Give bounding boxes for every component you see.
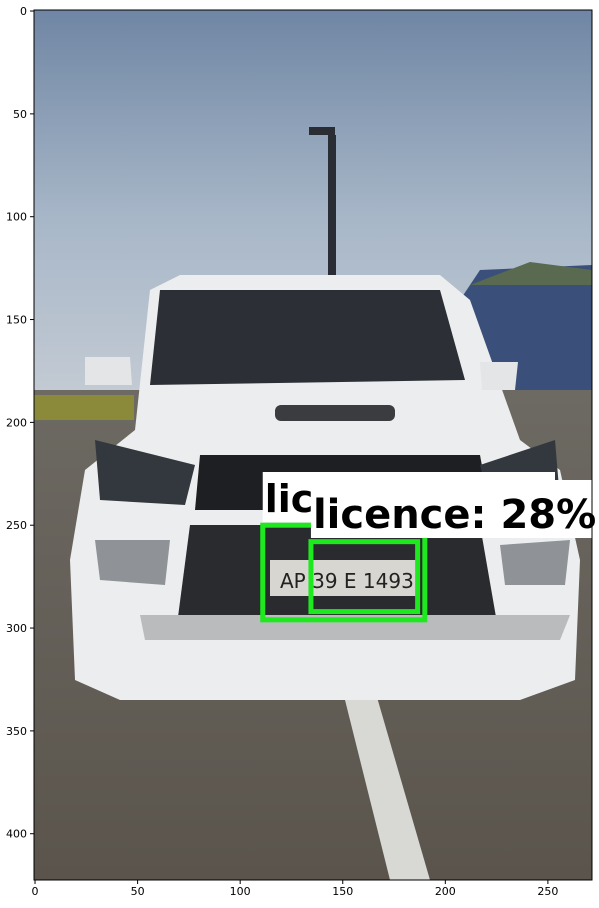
x-tick-label: 100 <box>230 885 251 898</box>
y-tick-label: 350 <box>6 725 27 738</box>
y-tick-label: 250 <box>6 519 27 532</box>
x-tick-label: 0 <box>32 885 39 898</box>
y-tick-label: 400 <box>6 828 27 841</box>
axes: 0 50 100 150 200 250 0 50 100 150 200 250 300 350 400 <box>6 5 558 898</box>
y-tick-label: 150 <box>6 314 27 327</box>
detection-box <box>308 539 421 615</box>
detection-label-bg <box>310 480 592 538</box>
y-tick-label: 200 <box>6 416 27 429</box>
y-tick-label: 0 <box>20 5 27 18</box>
detections: lic licence: 28% <box>260 472 596 623</box>
axes-frame <box>33 9 593 881</box>
photo: AP 39 E 1493 <box>34 10 592 880</box>
y-tick-label: 300 <box>6 622 27 635</box>
plate-text: AP 39 E 1493 <box>280 569 414 593</box>
detection-label: licence: 28% <box>313 492 596 538</box>
x-tick-label: 200 <box>435 885 456 898</box>
x-tick-label: 250 <box>537 885 558 898</box>
detection-label: lic <box>265 477 314 521</box>
y-tick-label: 50 <box>13 108 27 121</box>
x-tick-label: 150 <box>332 885 353 898</box>
y-tick-label: 100 <box>6 211 27 224</box>
x-tick-label: 50 <box>131 885 145 898</box>
